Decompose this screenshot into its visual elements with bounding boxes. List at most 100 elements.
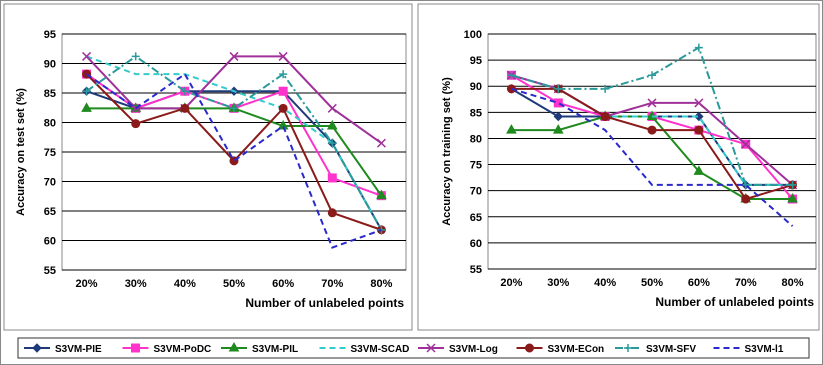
data-point	[788, 180, 797, 189]
data-point	[328, 139, 337, 148]
series-s3vm-l1	[511, 87, 794, 227]
data-point	[741, 194, 751, 204]
data-point	[180, 103, 190, 113]
y-axis-label: Accuracy on training set (%)	[441, 77, 453, 226]
series-line	[511, 87, 794, 227]
x-tick-label: 40%	[174, 278, 196, 290]
y-tick-label: 80	[44, 118, 56, 130]
data-point	[82, 51, 92, 61]
data-point	[81, 102, 92, 112]
legend-marker	[624, 344, 632, 352]
x-tick-label: 80%	[782, 277, 804, 289]
y-tick-label: 55	[470, 264, 482, 276]
legend-marker	[131, 343, 140, 353]
y-tick-label: 65	[44, 206, 56, 218]
data-point	[552, 124, 564, 134]
y-tick-label: 60	[470, 238, 482, 250]
legend-label: S3VM-PIE	[55, 344, 102, 355]
data-point	[326, 120, 338, 130]
legend-label: S3VM-SCAD	[351, 344, 410, 355]
data-point	[327, 173, 337, 183]
data-point	[229, 51, 239, 61]
legend-marker	[228, 341, 240, 352]
data-point	[327, 208, 337, 218]
x-tick-label: 60%	[688, 277, 710, 289]
x-tick-label: 20%	[76, 278, 98, 290]
data-point	[506, 124, 517, 134]
legend-marker	[525, 343, 534, 353]
y-tick-label: 90	[470, 81, 482, 93]
legend-label: S3VM-ECon	[548, 344, 605, 355]
left-panel-frame	[3, 3, 413, 331]
data-point	[741, 139, 751, 149]
data-point	[278, 103, 288, 113]
data-point	[693, 165, 705, 175]
legend-label: S3VM-PoDC	[154, 344, 212, 355]
plot-area	[487, 33, 817, 270]
legend-box	[17, 337, 810, 359]
legend-label: S3VM-SFV	[646, 344, 696, 355]
y-tick-label: 55	[44, 265, 56, 277]
legend-marker	[426, 343, 436, 353]
test-accuracy-chart: 55 60 65 70 75 80 85 90 95 20% 30% 40% 50% 60% 70% 80% N…	[15, 29, 407, 310]
legend-item-s3vm-log: S3VM-Log	[418, 343, 498, 355]
x-tick-label: 30%	[125, 278, 147, 290]
legend-label: S3VM-PIL	[252, 344, 298, 355]
right-panel-frame	[417, 3, 820, 331]
series-s3vm-l1	[85, 72, 382, 249]
data-point	[376, 189, 387, 200]
series-s3vm-scad	[511, 74, 793, 186]
y-tick-label: 100	[464, 29, 482, 41]
data-point	[554, 84, 563, 93]
y-tick-label: 75	[470, 160, 482, 172]
legend: S3VM-PIE S3VM-PoDC S3VM-PIL S3VM-SCAD S3VM-L…	[24, 341, 784, 355]
data-point	[278, 86, 288, 96]
data-point	[694, 43, 703, 52]
series-s3vm-sfv	[82, 52, 386, 234]
x-tick-label: 50%	[641, 277, 663, 289]
x-tick-label: 20%	[500, 277, 522, 289]
x-tick-label: 80%	[370, 278, 392, 290]
data-point	[787, 193, 798, 203]
legend-item-s3vm-l1: S3VM-l1	[713, 344, 784, 355]
data-point	[376, 138, 386, 148]
data-point	[694, 111, 704, 122]
series-line	[85, 72, 382, 249]
x-tick-label: 70%	[321, 278, 343, 290]
data-point	[131, 52, 140, 61]
data-point	[601, 84, 610, 93]
legend-label: S3VM-l1	[745, 344, 784, 355]
training-accuracy-chart: 55 60 65 70 75 80 85 90 95 100 20% 30% 40% 50% 60% 70% 8…	[441, 29, 817, 309]
y-tick-label: 95	[470, 55, 482, 67]
y-tick-label: 80	[470, 133, 482, 145]
data-point	[507, 71, 516, 80]
x-axis-label: Number of unlabeled points	[245, 296, 404, 310]
x-tick-label: 60%	[272, 278, 294, 290]
y-tick-label: 75	[44, 147, 56, 159]
y-tick-label: 90	[44, 59, 56, 71]
data-point	[277, 120, 289, 130]
y-tick-label: 85	[470, 107, 482, 119]
data-point	[694, 98, 704, 108]
series-s3vm-econ	[82, 69, 386, 235]
x-axis-label: Number of unlabeled points	[655, 295, 814, 309]
data-point	[180, 87, 189, 96]
data-point	[278, 51, 288, 61]
x-tick-label: 40%	[594, 277, 616, 289]
data-point	[553, 111, 563, 122]
x-tick-label: 50%	[223, 278, 245, 290]
legend-item-s3vm-scad: S3VM-SCAD	[319, 344, 410, 355]
series-line	[511, 74, 793, 186]
data-point	[327, 103, 337, 113]
data-point	[694, 125, 704, 135]
x-tick-label: 70%	[735, 277, 757, 289]
data-point	[741, 180, 750, 189]
y-tick-label: 95	[44, 29, 56, 41]
data-point	[230, 104, 238, 113]
x-tick-label: 30%	[547, 277, 569, 289]
data-point	[131, 119, 141, 129]
data-point	[279, 70, 288, 79]
legend-item-s3vm-econ: S3VM-ECon	[516, 343, 605, 355]
legend-item-s3vm-pil: S3VM-PIL	[221, 341, 298, 355]
series-s3vm-sfv	[507, 43, 797, 189]
